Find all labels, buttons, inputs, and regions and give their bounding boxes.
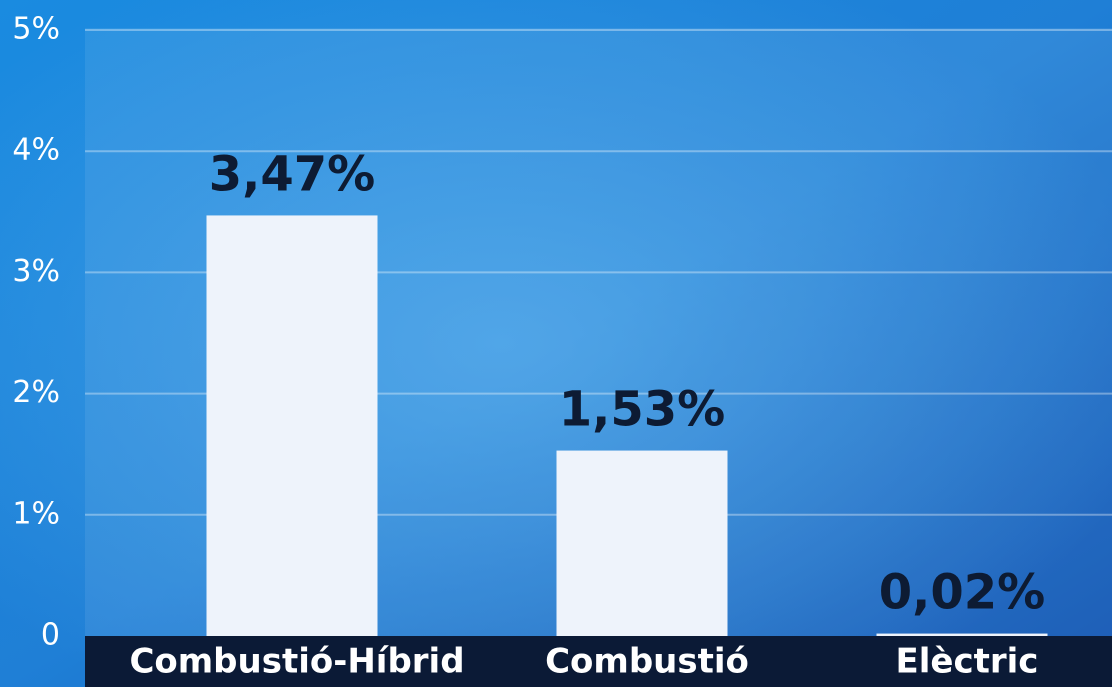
value-label: 1,53% [559, 382, 726, 438]
bar [206, 215, 378, 636]
y-tick-label: 5% [12, 12, 60, 47]
y-tick-label: 2% [12, 375, 60, 410]
y-tick-label: 0 [41, 618, 60, 653]
x-tick-label: Combustió-Híbrid [129, 642, 464, 682]
bar [876, 633, 1048, 636]
category-band [85, 636, 1112, 687]
bar [556, 450, 728, 636]
value-label: 3,47% [209, 146, 376, 202]
x-tick-label: Combustió [545, 642, 749, 682]
y-tick-label: 4% [12, 133, 60, 168]
x-tick-label: Elèctric [896, 642, 1039, 682]
y-tick-label: 1% [12, 496, 60, 531]
value-label: 0,02% [879, 565, 1046, 621]
y-tick-label: 3% [12, 254, 60, 289]
